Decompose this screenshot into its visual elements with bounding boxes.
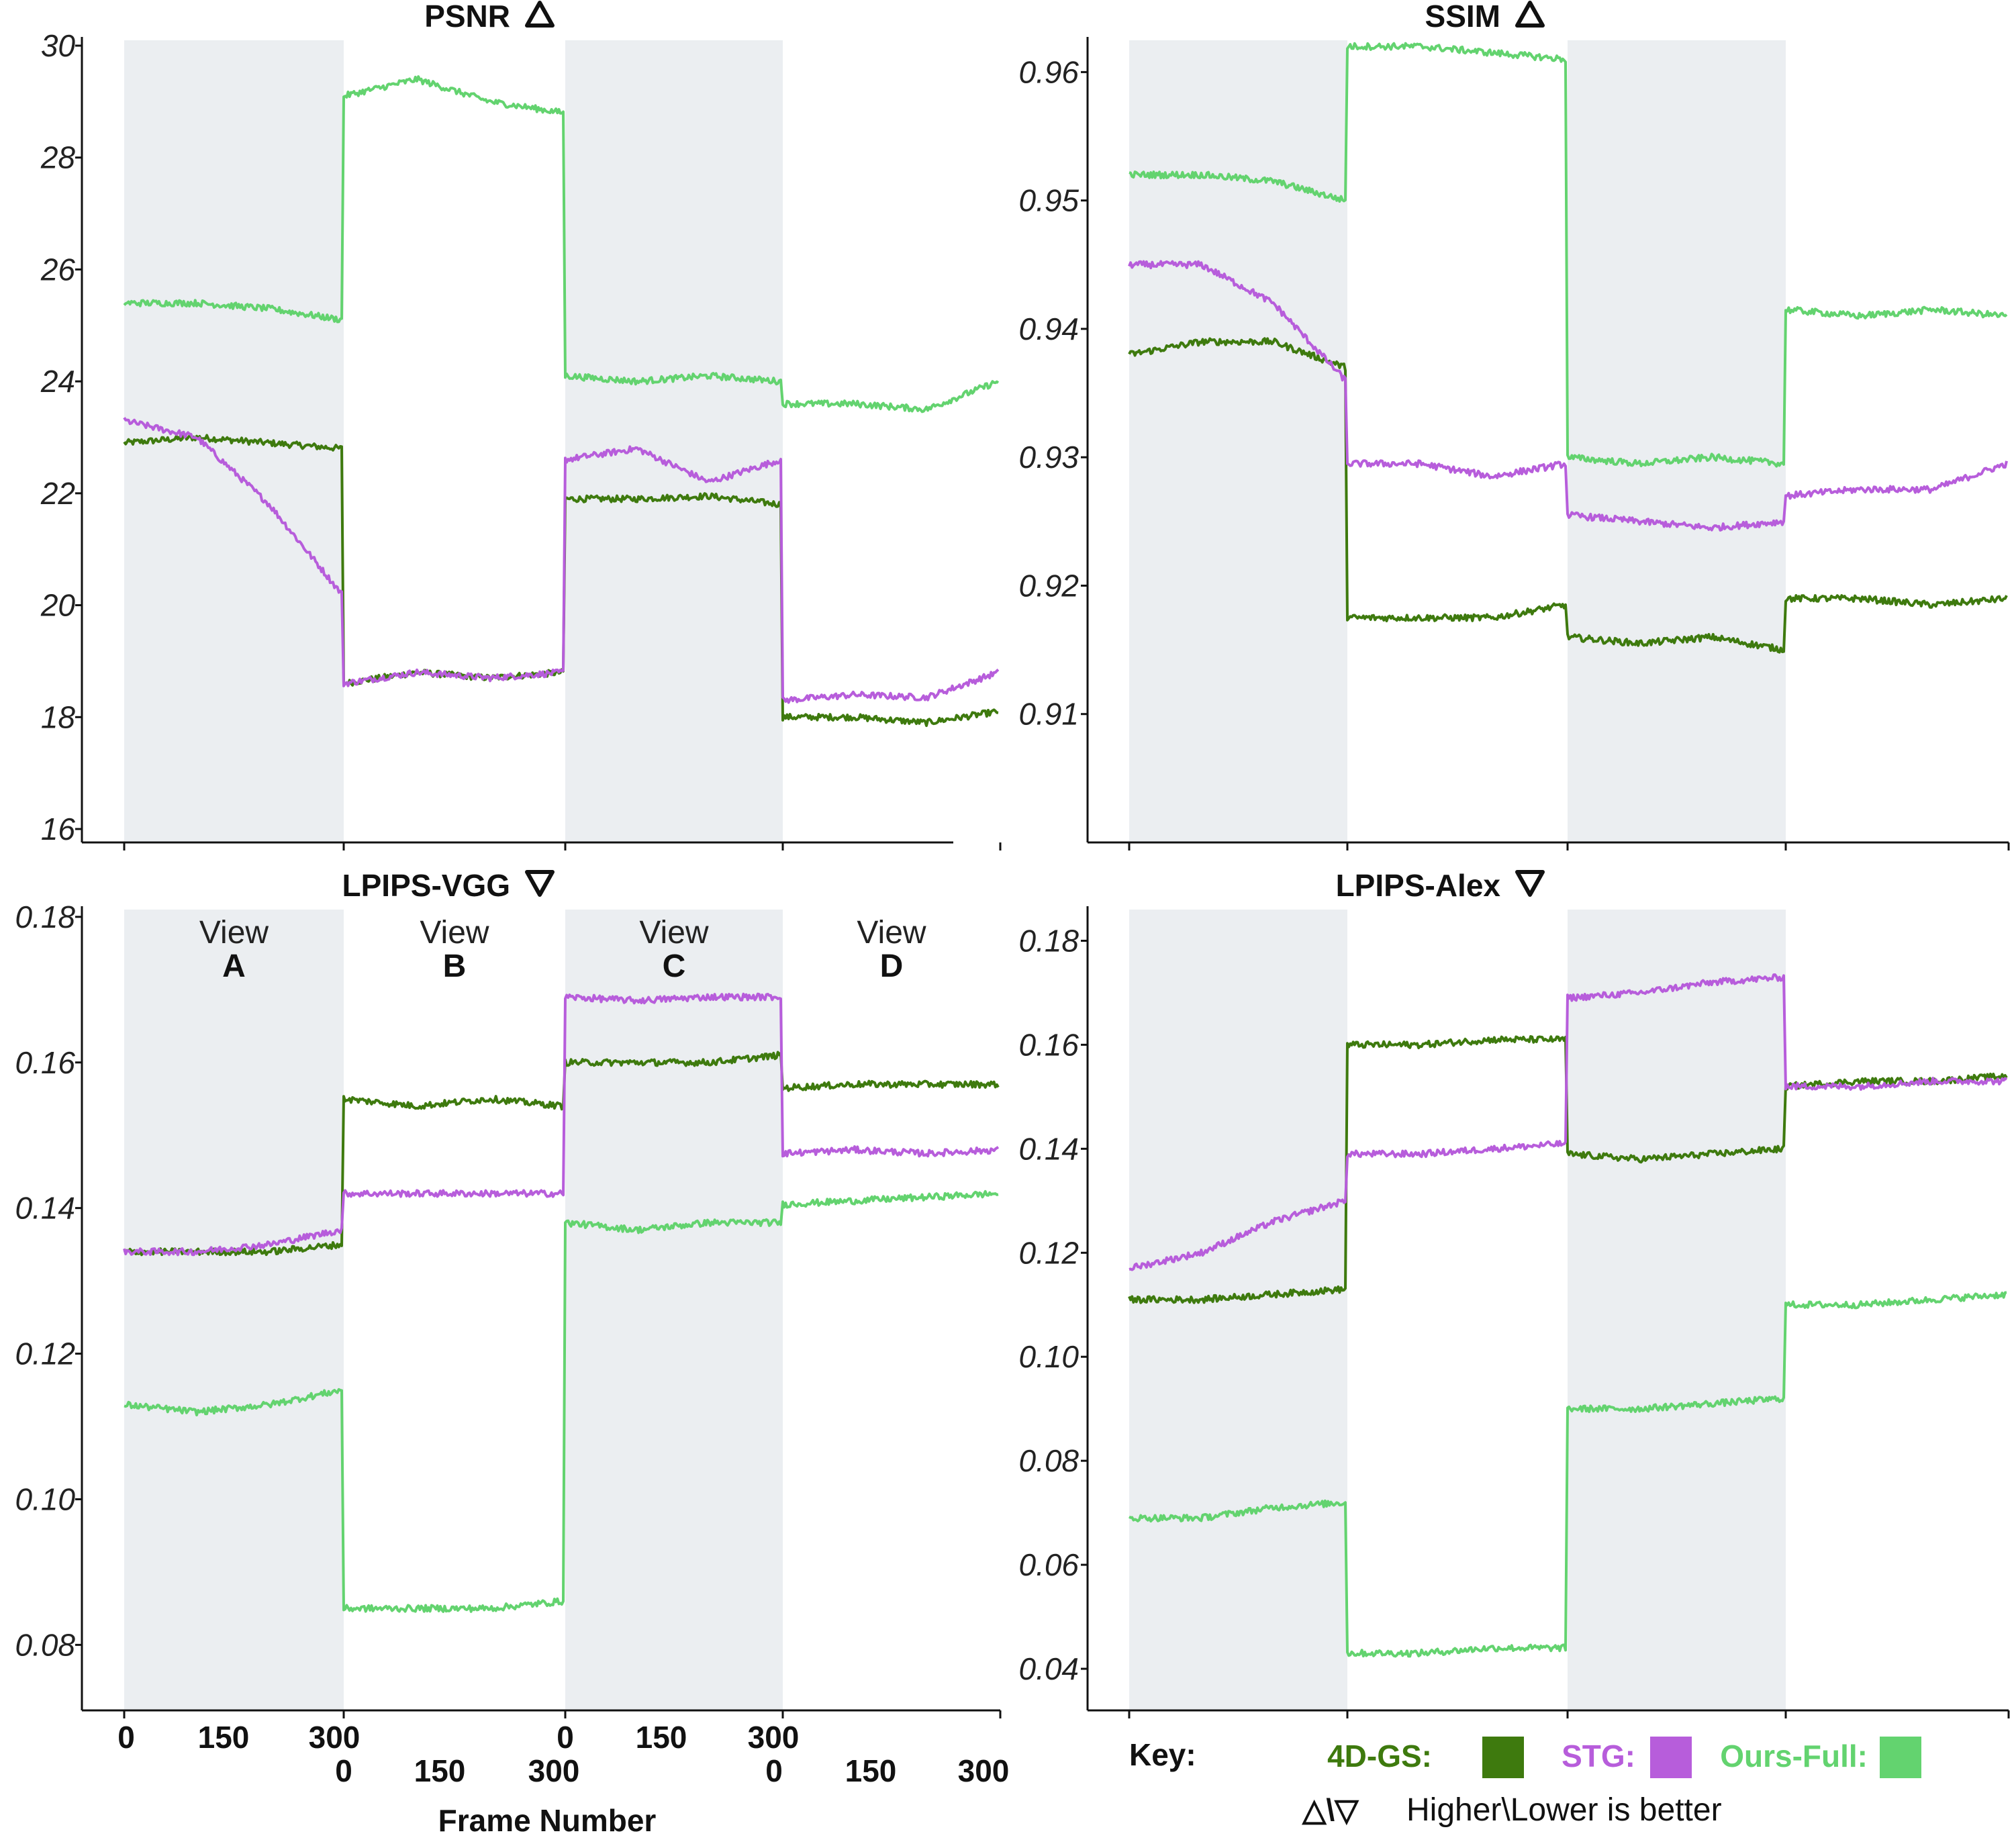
y-tick-label: 30	[41, 28, 76, 63]
x-tick-row1-4: 150	[636, 1720, 687, 1755]
series-line-stg	[123, 992, 1000, 1257]
y-tick-label: 28	[40, 140, 76, 175]
legend-label-stg: STG:	[1562, 1739, 1635, 1773]
legend: Key: 4D-GS: STG: Ours-Full: △\▽ Higher\L…	[1129, 1737, 1921, 1828]
shade-view-a	[124, 910, 344, 1710]
y-tick-label: 16	[41, 812, 76, 846]
y-tick-label: 22	[40, 476, 75, 511]
x-tick-row1-0: 0	[117, 1720, 135, 1755]
y-tick-label: 0.16	[1018, 1027, 1079, 1062]
series-line-ours-full	[124, 1189, 999, 1613]
view-annotation-word: View	[420, 915, 489, 951]
x-tick-row1-3: 0	[557, 1720, 574, 1755]
legend-swatch-stg	[1650, 1737, 1692, 1778]
legend-swatch-4dgs	[1482, 1737, 1524, 1778]
y-tick-label: 0.91	[1018, 697, 1079, 732]
y-tick-label: 0.08	[15, 1627, 75, 1662]
view-annotation-letter: C	[663, 949, 686, 984]
view-annotation-letter: B	[443, 949, 467, 984]
y-tick-label: 0.16	[15, 1045, 75, 1080]
shade-view-a	[1129, 40, 1347, 842]
series-line-stg	[1129, 973, 2008, 1271]
view-annotation-letter: A	[222, 949, 246, 984]
series-line-stg	[1128, 260, 2008, 532]
panel-title: SSIM	[1425, 0, 1500, 34]
panel-lpips-vgg: 0.080.100.120.140.160.18LPIPS-VGGViewAVi…	[15, 868, 1002, 1718]
x-tick-row2-1: 150	[414, 1753, 466, 1788]
shade-view-a	[1129, 910, 1347, 1710]
series-line-4d-gs	[1128, 337, 2008, 654]
higher-better-icon	[525, 1, 555, 28]
view-annotation-word: View	[199, 915, 269, 951]
y-tick-label: 0.08	[1018, 1443, 1079, 1478]
legend-label-ours: Ours-Full:	[1720, 1739, 1868, 1773]
legend-note-text: Higher\Lower is better	[1406, 1792, 1722, 1828]
shade-view-c	[1568, 910, 1786, 1710]
view-annotation-word: View	[639, 915, 709, 951]
y-tick-label: 0.04	[1018, 1651, 1079, 1686]
y-tick-label: 0.14	[15, 1191, 75, 1226]
higher-better-icon	[1515, 1, 1545, 28]
view-annotation-word: View	[857, 915, 926, 951]
panel-psnr: 16 18 20 22 24 26 28 30 PSNR	[40, 0, 1002, 850]
y-tick-label: 0.14	[1018, 1131, 1079, 1166]
y-tick-label: 0.93	[1018, 440, 1079, 475]
y-tick-label: 0.95	[1018, 183, 1079, 218]
view-annotation-letter: D	[880, 949, 904, 984]
legend-note-symbols: △\▽	[1301, 1792, 1359, 1827]
y-tick-label: 0.18	[1018, 923, 1079, 958]
x-tick-row2-2: 300	[528, 1753, 580, 1788]
series-line-ours-full	[1129, 42, 2008, 468]
lower-better-icon	[525, 870, 555, 897]
panel-title: LPIPS-VGG	[342, 868, 510, 903]
x-tick-row2-4: 150	[845, 1753, 897, 1788]
y-tick-label: 0.12	[15, 1336, 75, 1371]
y-tick-label: 24	[40, 364, 75, 399]
shade-view-c	[565, 910, 783, 1710]
series-line-stg	[123, 417, 1000, 704]
y-tick-label: 20	[40, 588, 76, 623]
y-tick-label: 0.96	[1018, 54, 1079, 89]
y-tick-label: 0.06	[1018, 1547, 1079, 1582]
y-tick-label: 0.92	[1018, 568, 1079, 603]
series-line-ours-full	[123, 75, 1000, 414]
y-tick-label: 0.94	[1018, 311, 1079, 346]
y-tick-label: 0.10	[15, 1481, 75, 1516]
x-tick-row1-2: 300	[309, 1720, 361, 1755]
y-tick-label: 26	[40, 252, 76, 287]
lower-better-icon	[1515, 870, 1545, 897]
y-tick-label: 0.18	[15, 899, 75, 934]
shade-view-c	[565, 40, 783, 842]
panel-title: LPIPS-Alex	[1336, 868, 1501, 903]
legend-key-label: Key:	[1129, 1737, 1196, 1772]
panel-lpips-alex: 0.04 0.06 0.08 0.10 0.12 0.14 0.16 0.18 LPIPS-Al…	[1018, 868, 2010, 1718]
panels: 16 18 20 22 24 26 28 30 PSNR 0.91 0.92 0.93 0.94 0.95…	[15, 0, 2010, 1718]
legend-label-4dgs: 4D-GS:	[1327, 1739, 1432, 1773]
x-tick-row1-1: 150	[198, 1720, 250, 1755]
series-line-ours-full	[1129, 1291, 2007, 1658]
legend-swatch-ours	[1880, 1737, 1921, 1778]
x-tick-row2-3: 0	[765, 1753, 783, 1788]
panel-ssim: 0.91 0.92 0.93 0.94 0.95 0.96 SSIM	[1018, 0, 2010, 850]
y-tick-label: 0.12	[1018, 1235, 1079, 1270]
y-tick-label: 0.10	[1018, 1339, 1079, 1374]
x-tick-row2-0: 0	[335, 1753, 352, 1788]
y-tick-label: 18	[41, 699, 76, 734]
x-tick-labels: 0 150 300 0 150 300 0 150 300 0 150 300 …	[117, 1720, 1009, 1838]
shade-view-c	[1568, 40, 1786, 842]
x-tick-row2-5: 300	[958, 1753, 1010, 1788]
panel-title: PSNR	[424, 0, 510, 34]
x-axis-label: Frame Number	[438, 1803, 657, 1838]
x-tick-row1-5: 300	[748, 1720, 800, 1755]
